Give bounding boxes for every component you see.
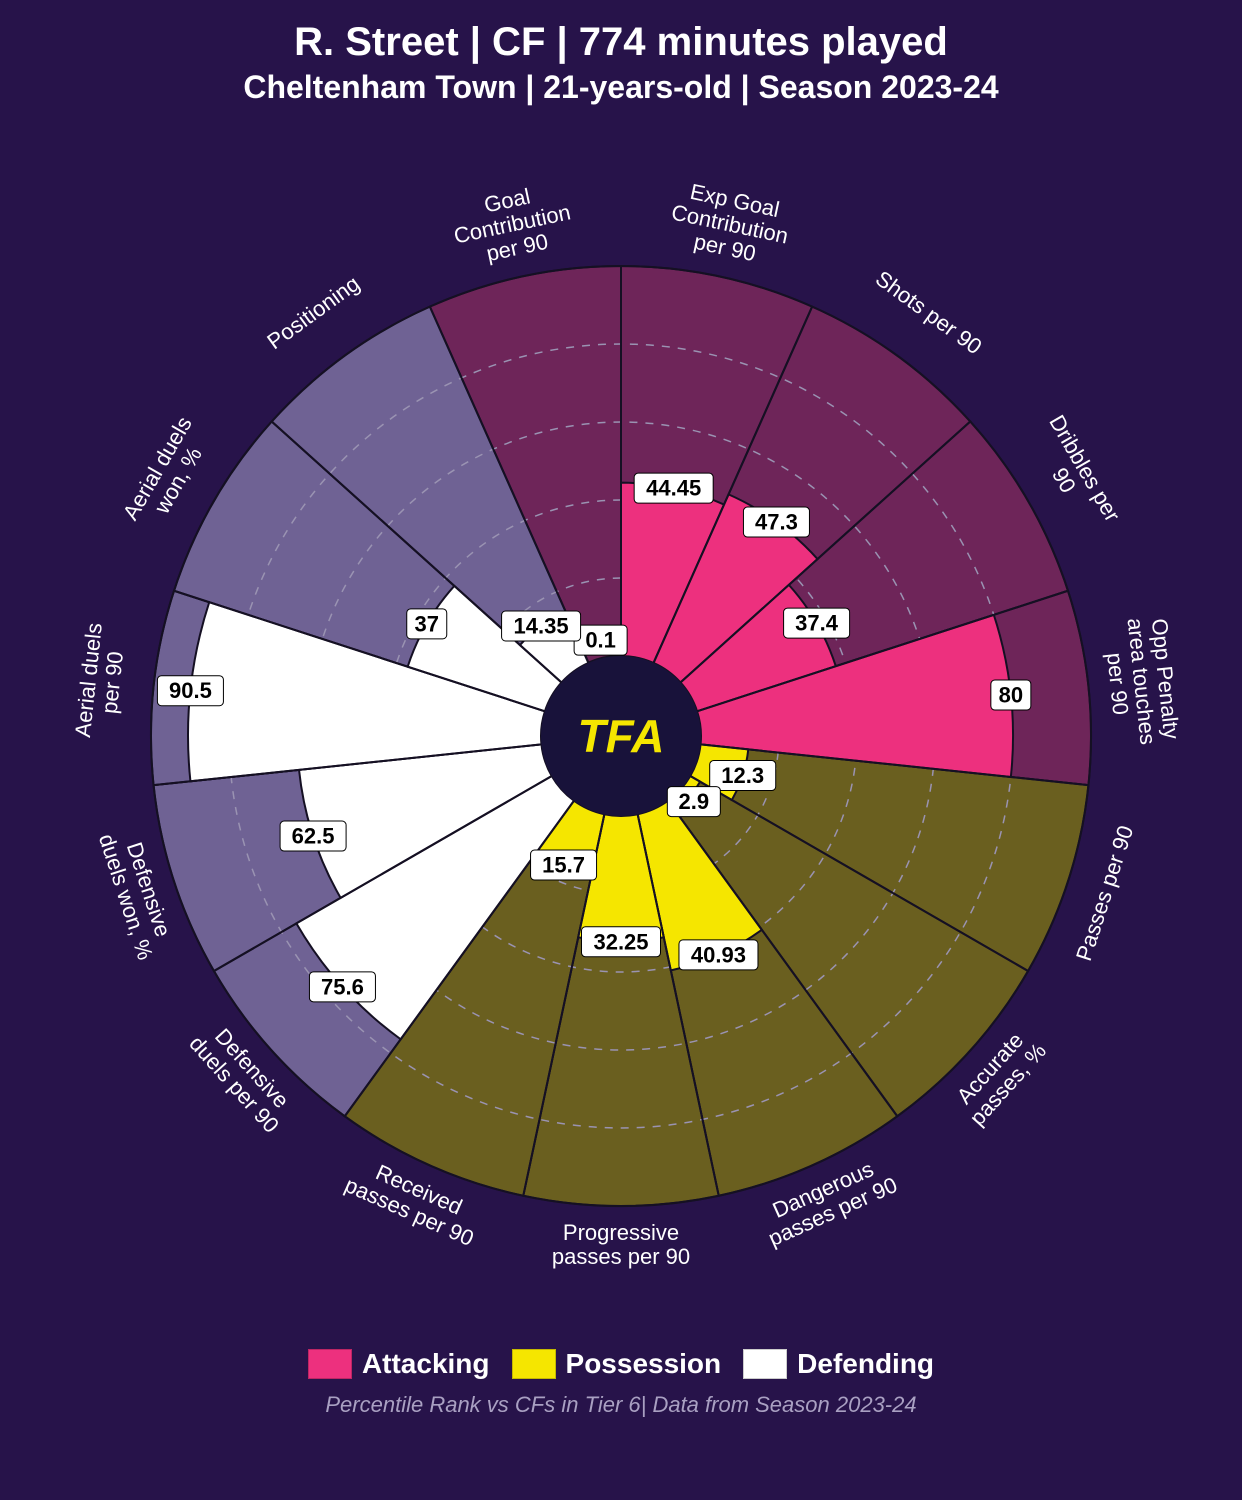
metric-label-group: Passes per 90 [1071, 822, 1138, 963]
svg-text:47.3: 47.3 [755, 510, 798, 535]
metric-label-group: GoalContributionper 90 [447, 176, 578, 272]
metric-label-line: Dribbles per [1044, 411, 1125, 526]
svg-text:75.6: 75.6 [321, 974, 364, 999]
chart-title-sub: Cheltenham Town | 21-years-old | Season … [0, 69, 1242, 106]
metric-label-line: per 90 [1102, 651, 1133, 716]
value-label: 37.4 [784, 608, 850, 638]
legend-label-possession: Possession [566, 1348, 722, 1380]
svg-text:90.5: 90.5 [169, 678, 212, 703]
metric-label-line: per 90 [97, 650, 128, 715]
value-label: 47.3 [743, 507, 809, 537]
svg-text:37.4: 37.4 [795, 611, 839, 636]
legend-item-possession: Possession [512, 1348, 722, 1380]
chart-title-block: R. Street | CF | 774 minutes played Chel… [0, 0, 1242, 106]
value-label: 40.93 [679, 940, 758, 970]
legend: Attacking Possession Defending [0, 1348, 1242, 1380]
value-label: 14.35 [502, 611, 581, 641]
svg-text:32.25: 32.25 [593, 929, 648, 954]
chart-caption: Percentile Rank vs CFs in Tier 6| Data f… [0, 1392, 1242, 1418]
legend-item-defending: Defending [743, 1348, 934, 1380]
svg-text:15.7: 15.7 [542, 853, 585, 878]
metric-label-line: passes per 90 [552, 1244, 690, 1269]
metric-label-group: Progressivepasses per 90 [552, 1220, 690, 1269]
metric-label-line: Positioning [262, 271, 364, 354]
value-label: 2.9 [667, 787, 720, 817]
metric-label-group: Aerial duelswon, % [118, 412, 218, 536]
value-label: 44.45 [634, 473, 713, 503]
value-label: 75.6 [309, 972, 375, 1002]
metric-label-line: Passes per 90 [1071, 822, 1138, 963]
value-label: 0.1 [574, 625, 627, 655]
metric-label-group: Aerial duelsper 90 [70, 622, 131, 741]
value-label: 37 [407, 609, 447, 639]
svg-text:44.45: 44.45 [646, 476, 701, 501]
legend-label-attacking: Attacking [362, 1348, 490, 1380]
chart-title-main: R. Street | CF | 774 minutes played [0, 20, 1242, 65]
value-label: 80 [991, 680, 1031, 710]
metric-label-line: Shots per 90 [871, 266, 987, 360]
svg-text:12.3: 12.3 [721, 763, 764, 788]
metric-label-group: Opp Penaltyarea touchesper 90 [1099, 614, 1185, 748]
metric-label-group: Positioning [262, 271, 364, 354]
center-logo-text: TFA [578, 710, 665, 762]
svg-text:14.35: 14.35 [514, 614, 569, 639]
svg-text:62.5: 62.5 [292, 824, 335, 849]
value-label: 32.25 [582, 927, 661, 957]
polar-bar-chart: TFA 0.1 44.45 47.3 37.4 80 12.3 2.9 40.93 32.25 15… [21, 116, 1221, 1346]
metric-label-group: Exp GoalContributionper 90 [664, 176, 795, 272]
svg-text:80: 80 [999, 683, 1023, 708]
value-label: 90.5 [157, 676, 223, 706]
legend-swatch-attacking [308, 1349, 352, 1379]
legend-label-defending: Defending [797, 1348, 934, 1380]
metric-label-group: Shots per 90 [871, 266, 987, 360]
svg-text:2.9: 2.9 [679, 789, 710, 814]
legend-swatch-defending [743, 1349, 787, 1379]
legend-item-attacking: Attacking [308, 1348, 490, 1380]
value-label: 12.3 [710, 761, 776, 791]
svg-text:0.1: 0.1 [585, 628, 616, 653]
legend-swatch-possession [512, 1349, 556, 1379]
svg-text:40.93: 40.93 [691, 942, 746, 967]
value-label: 15.7 [531, 850, 597, 880]
svg-text:37: 37 [415, 611, 439, 636]
metric-label-line: Progressive [563, 1220, 679, 1245]
value-label: 62.5 [280, 821, 346, 851]
